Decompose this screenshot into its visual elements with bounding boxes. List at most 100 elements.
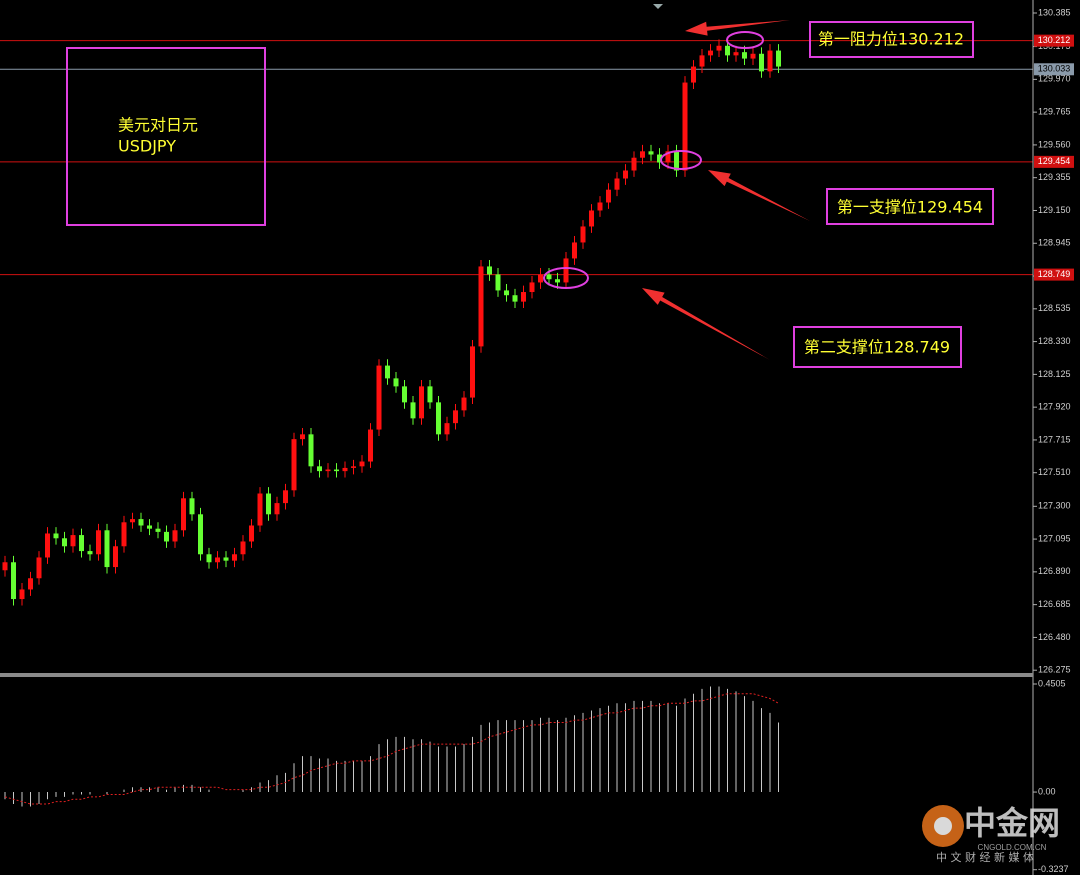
candle-body (249, 525, 254, 542)
candle-body (266, 493, 271, 515)
annotation-box (826, 188, 994, 225)
candle-body (682, 82, 688, 171)
candle-body (62, 538, 67, 547)
level-label: 130.212 (1038, 35, 1071, 45)
candle-body (674, 151, 679, 171)
y-tick-label: 127.715 (1038, 434, 1071, 444)
candle-body (436, 402, 441, 435)
candle-body (130, 519, 135, 523)
candle-body (419, 386, 424, 419)
candle-body (300, 434, 305, 440)
y-tick-label: 128.945 (1038, 238, 1071, 248)
candle-body (385, 365, 390, 379)
y-tick-label: 126.275 (1038, 665, 1071, 675)
y-tick-label: -0.3237 (1038, 864, 1069, 874)
candle-body (257, 493, 263, 526)
candle-body (606, 189, 611, 203)
candle-body (444, 423, 450, 435)
y-tick-label: 129.560 (1038, 139, 1071, 149)
candle-body (725, 45, 730, 56)
candle-body (283, 490, 288, 504)
candle-body (376, 365, 382, 430)
candle-body (716, 45, 722, 51)
candle-body (767, 50, 773, 72)
level-label: 130.033 (1038, 64, 1071, 74)
candle-body (538, 274, 543, 283)
candle-body (147, 525, 152, 529)
candle-body (597, 202, 603, 211)
candle-body (181, 498, 186, 531)
candle-body (291, 439, 297, 491)
candle-body (461, 397, 467, 411)
candle-body (631, 157, 637, 171)
candle-body (504, 290, 509, 296)
y-tick-label: 0.00 (1038, 786, 1056, 796)
candle-body (206, 554, 212, 563)
candle-body (104, 530, 110, 568)
marker (653, 4, 663, 9)
candle-body (359, 461, 365, 467)
panel-separator (0, 673, 1033, 677)
candle-body (495, 274, 501, 291)
candle-body (742, 52, 747, 59)
arrows (642, 20, 810, 360)
candle-body (691, 66, 696, 83)
candle-body (410, 402, 416, 419)
watermark: 中金网 CNGOLD.COM.CN 中 文 财 经 新 媒 体 (922, 804, 1060, 864)
candle-body (393, 378, 399, 387)
candle-body (45, 533, 50, 558)
candle-body (648, 151, 654, 155)
candle-body (11, 562, 16, 600)
y-tick-label: 128.330 (1038, 336, 1071, 346)
candle-body (580, 226, 586, 243)
plot-area (0, 39, 1033, 807)
candle-body (699, 55, 705, 67)
candle-body (614, 178, 620, 190)
y-tick-label: 129.765 (1038, 107, 1071, 117)
subtitle: USDJPY (118, 137, 176, 156)
highlight-ellipse (543, 267, 589, 289)
level-label-box (1034, 34, 1074, 47)
candle-body (623, 170, 628, 179)
candle-body (640, 151, 645, 158)
candle-body (776, 50, 781, 67)
level-label: 129.454 (1038, 156, 1071, 166)
y-tick-label: 129.355 (1038, 172, 1071, 182)
candle-body (79, 535, 84, 552)
y-tick-label: 127.920 (1038, 402, 1071, 412)
candle-body (215, 557, 220, 563)
candle-body (317, 466, 322, 472)
y-tick-label: 126.480 (1038, 632, 1071, 642)
level-label-box (1034, 268, 1074, 281)
y-tick-label: 129.970 (1038, 74, 1071, 84)
candle-body (733, 52, 739, 56)
highlight-ellipse (660, 150, 702, 170)
signal-line (4, 693, 779, 805)
brand: 中金网 (964, 804, 1060, 842)
candle-body (487, 266, 492, 275)
y-tick-label: 126.890 (1038, 566, 1071, 576)
candle-body (351, 466, 356, 468)
candle-body (121, 522, 127, 547)
candle-body (546, 274, 552, 280)
candle-body (240, 541, 246, 555)
candle-body (223, 557, 229, 561)
level-label-box (1034, 155, 1074, 168)
y-tick-label: 127.510 (1038, 467, 1071, 477)
candle-body (759, 53, 764, 72)
level-label-box (1034, 63, 1074, 76)
title: 美元对日元 (118, 116, 198, 135)
candle-body (96, 530, 101, 555)
domain: CNGOLD.COM.CN (978, 843, 1047, 852)
candle-body (36, 557, 42, 579)
annotation-box (66, 47, 266, 226)
candle-body (138, 519, 144, 526)
candle-body (555, 279, 560, 283)
candle-body (28, 578, 33, 590)
candle-body (665, 151, 671, 163)
candle-body (155, 528, 161, 532)
y-tick-label: 127.095 (1038, 533, 1071, 543)
arrow (708, 170, 810, 221)
